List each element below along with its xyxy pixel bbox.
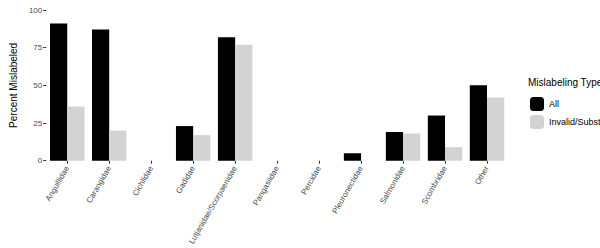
svg-text:Invalid/Substitution: Invalid/Substitution bbox=[549, 117, 600, 127]
svg-text:75: 75 bbox=[33, 43, 42, 52]
svg-text:25: 25 bbox=[33, 119, 42, 128]
svg-text:Carangidae: Carangidae bbox=[85, 164, 114, 205]
svg-text:All: All bbox=[549, 99, 559, 109]
svg-text:Percent Mislabeled: Percent Mislabeled bbox=[8, 43, 19, 128]
svg-text:0: 0 bbox=[38, 156, 43, 165]
svg-text:Anguillidae: Anguillidae bbox=[44, 164, 72, 203]
svg-text:Mislabeling Type: Mislabeling Type bbox=[528, 77, 600, 88]
svg-text:Salmonidae: Salmonidae bbox=[378, 164, 407, 206]
svg-text:Pleuronectidae: Pleuronectidae bbox=[331, 164, 366, 215]
svg-text:Percidae: Percidae bbox=[299, 164, 323, 196]
svg-text:Pangasiidae: Pangasiidae bbox=[251, 164, 281, 207]
svg-text:Cichlidae: Cichlidae bbox=[131, 164, 155, 197]
svg-text:50: 50 bbox=[33, 81, 42, 90]
svg-text:Scombridae: Scombridae bbox=[420, 164, 449, 206]
svg-text:Lutjanidae/Scorpaenidae: Lutjanidae/Scorpaenidae bbox=[187, 164, 239, 245]
svg-text:Other: Other bbox=[473, 164, 491, 186]
svg-text:Gadidae: Gadidae bbox=[174, 164, 197, 195]
svg-text:100: 100 bbox=[29, 6, 43, 15]
